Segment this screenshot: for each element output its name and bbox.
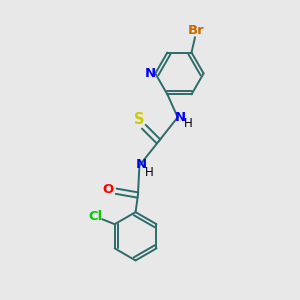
Text: Br: Br — [188, 24, 205, 37]
Text: N: N — [135, 158, 146, 171]
Text: O: O — [103, 183, 114, 196]
Text: H: H — [184, 117, 192, 130]
Text: S: S — [134, 112, 145, 128]
Text: H: H — [145, 166, 154, 178]
Text: N: N — [175, 111, 186, 124]
Text: N: N — [144, 67, 156, 80]
Text: Cl: Cl — [88, 210, 103, 223]
